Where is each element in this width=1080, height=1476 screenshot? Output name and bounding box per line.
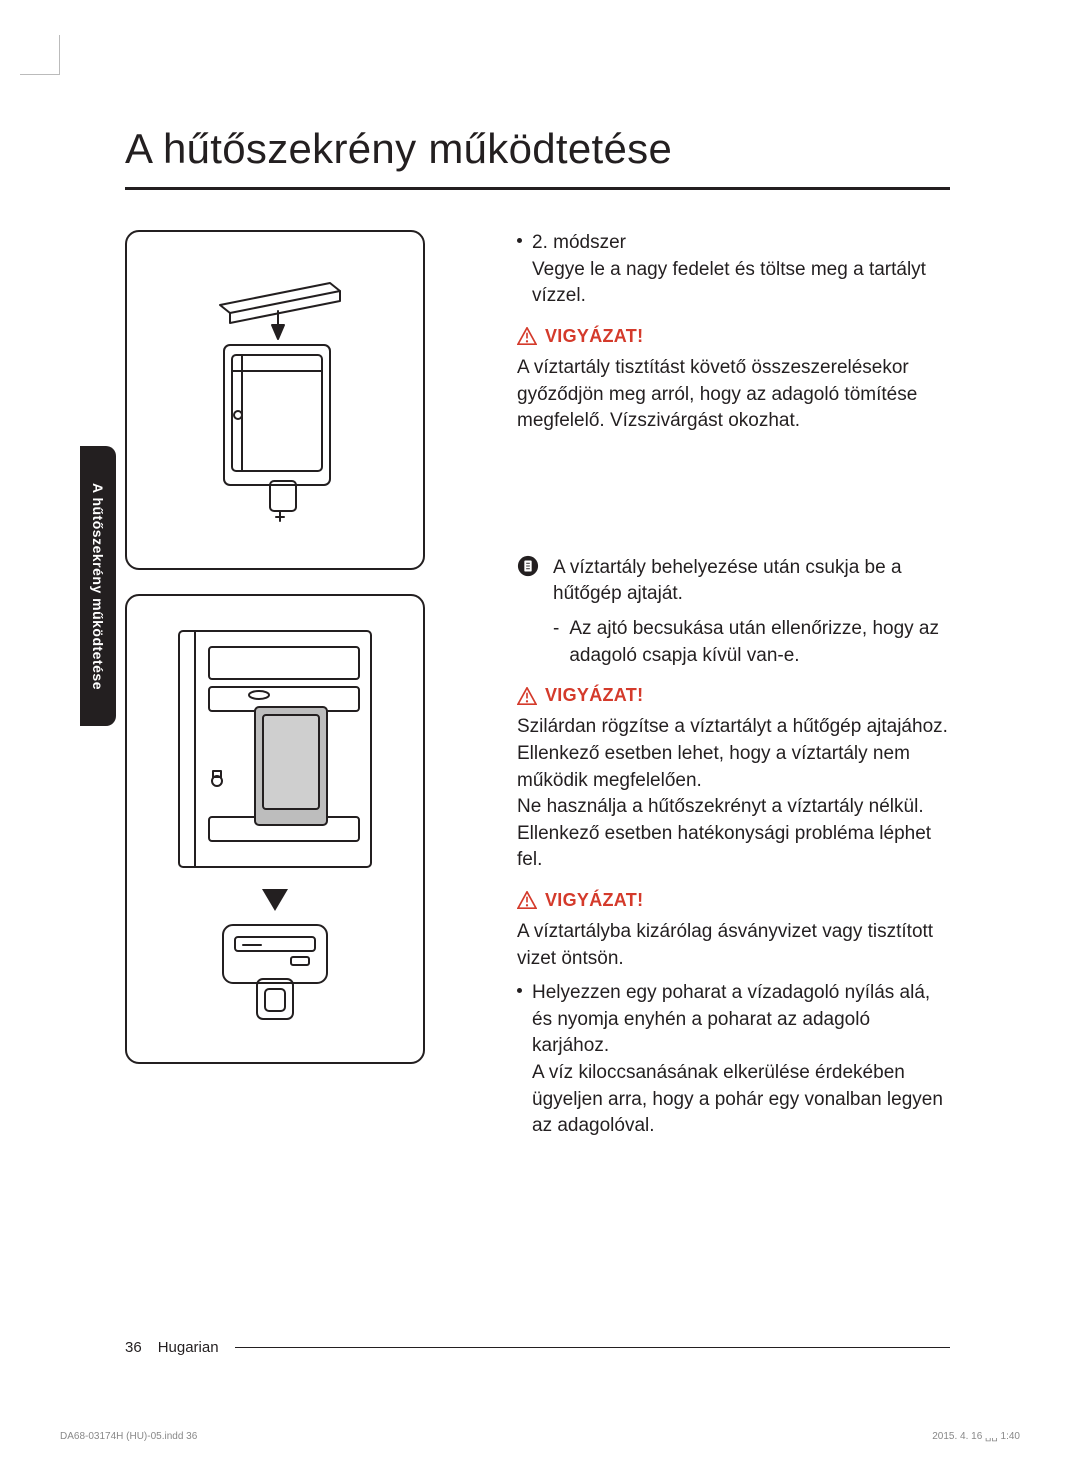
page-footer: 36 Hugarian (125, 1339, 950, 1356)
bullet-glass-text: Helyezzen egy poharat a vízadagoló nyílá… (532, 982, 943, 1136)
note-sub-text: Az ajtó becsukása után ellenőrizze, hogy… (569, 616, 950, 669)
side-tab-label: A hűtőszekrény működtetése (90, 483, 106, 690)
warning-triangle-icon (517, 891, 537, 909)
caution-2-text: Szilárdan rögzítse a víztartályt a hűtőg… (517, 714, 950, 874)
imprint-left: DA68-03174H (HU)-05.indd 36 (60, 1431, 197, 1442)
caution-3-text: A víztartályba kizárólag ásványvizet vag… (517, 919, 950, 972)
imprint-right: 2015. 4. 16 ␣␣ 1:40 (932, 1431, 1020, 1442)
footer-rule (235, 1347, 950, 1348)
page-language: Hugarian (158, 1339, 219, 1356)
caution-1-text: A víztartály tisztítást követő összeszer… (517, 355, 950, 435)
caution-heading-2: VIGYÁZAT! (517, 683, 950, 708)
note-page-icon (517, 555, 539, 577)
method2-text: Vegye le a nagy fedelet és töltse meg a … (532, 259, 926, 307)
bullet-dot-icon (517, 988, 522, 993)
caution-label: VIGYÁZAT! (545, 324, 643, 349)
page-number: 36 (125, 1339, 142, 1356)
warning-triangle-icon (517, 687, 537, 705)
figure-door-install (125, 594, 425, 1064)
bullet-method2: 2. módszer Vegye le a nagy fedelet és tö… (517, 230, 950, 310)
method2-label: 2. módszer (532, 232, 626, 253)
figure-water-tank-fill (125, 230, 425, 570)
note-block: A víztartály behelyezése után csukja be … (517, 555, 950, 669)
caution-heading-3: VIGYÁZAT! (517, 888, 950, 913)
crop-mark (20, 35, 60, 75)
caution-heading-1: VIGYÁZAT! (517, 324, 950, 349)
caution-label: VIGYÁZAT! (545, 683, 643, 708)
dash-icon: - (553, 616, 559, 669)
page-title: A hűtőszekrény működtetése (125, 125, 950, 190)
warning-triangle-icon (517, 327, 537, 345)
bullet-glass: Helyezzen egy poharat a vízadagoló nyílá… (517, 980, 950, 1140)
note-main-text: A víztartály behelyezése után csukja be … (553, 555, 950, 608)
caution-label: VIGYÁZAT! (545, 888, 643, 913)
chapter-side-tab: A hűtőszekrény működtetése (80, 446, 116, 726)
bullet-dot-icon (517, 238, 522, 243)
